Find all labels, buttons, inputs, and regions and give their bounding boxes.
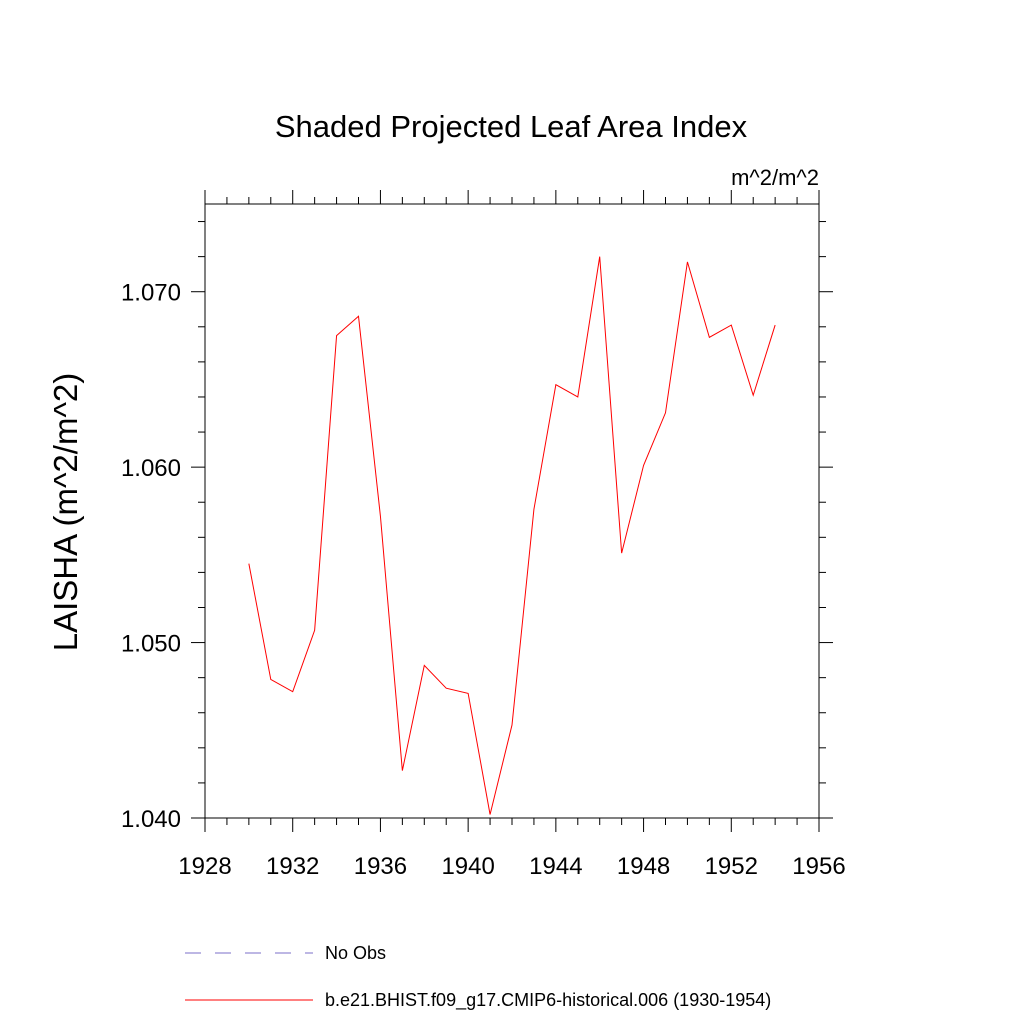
x-tick-label: 1956 bbox=[792, 853, 845, 880]
y-axis-label: LAISHA (m^2/m^2) bbox=[47, 373, 84, 652]
x-tick-label: 1940 bbox=[441, 853, 494, 880]
series-layer bbox=[248, 256, 776, 815]
chart-title: Shaded Projected Leaf Area Index bbox=[275, 109, 748, 144]
y-tick-label: 1.040 bbox=[121, 806, 181, 833]
x-tick-label: 1948 bbox=[617, 853, 670, 880]
y-tick-label: 1.070 bbox=[121, 280, 181, 307]
y-tick-label: 1.050 bbox=[121, 631, 181, 658]
x-tick-label: 1952 bbox=[705, 853, 758, 880]
legend-label-no-obs: No Obs bbox=[325, 943, 386, 963]
x-tick-label: 1944 bbox=[529, 853, 582, 880]
y-tick-label: 1.060 bbox=[121, 455, 181, 482]
axis-ticks: 1928 1932 1936 1940 1944 1948 1952 1956 1.040 1.0… bbox=[121, 190, 846, 880]
x-tick-label: 1932 bbox=[266, 853, 319, 880]
x-tick-label: 1928 bbox=[178, 853, 231, 880]
units-label: m^2/m^2 bbox=[731, 165, 819, 190]
series-line bbox=[248, 256, 776, 815]
legend-label-historical: b.e21.BHIST.f09_g17.CMIP6-historical.006… bbox=[325, 990, 771, 1011]
x-tick-label: 1936 bbox=[354, 853, 407, 880]
